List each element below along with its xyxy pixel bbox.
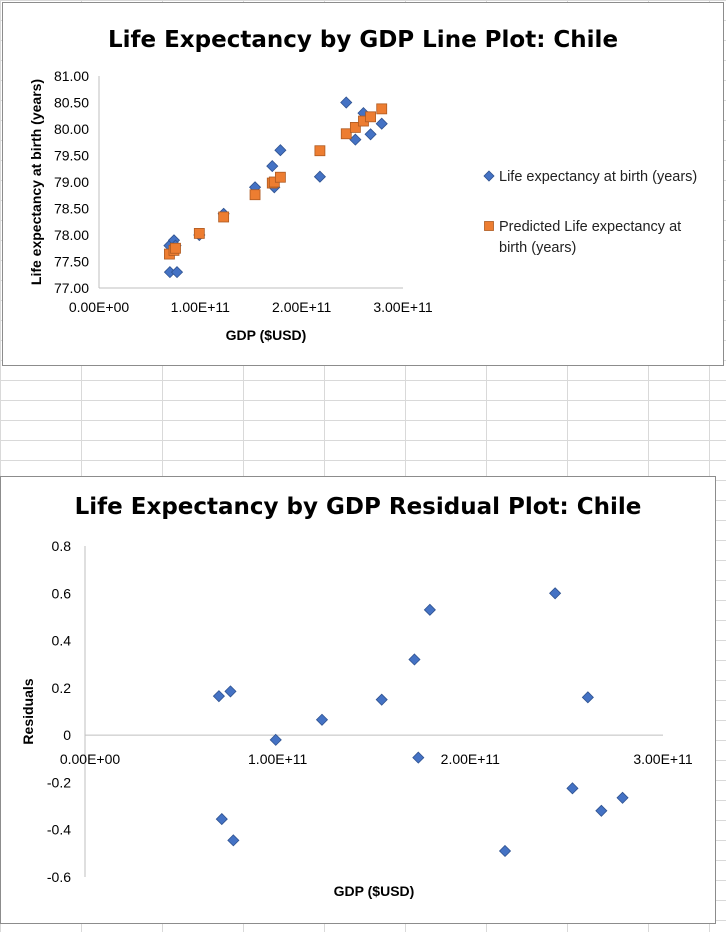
data-point-residual — [224, 685, 237, 698]
x-axis-label: GDP ($USD) — [334, 883, 415, 899]
data-point-residual — [566, 782, 579, 795]
data-point-residual — [498, 844, 512, 858]
x-tick-label: 3.00E+11 — [633, 751, 693, 767]
x-tick-label: 2.00E+11 — [441, 751, 501, 767]
data-point-actual — [170, 266, 184, 279]
data-point-residual — [212, 690, 225, 703]
y-tick-label: 0.4 — [52, 633, 72, 649]
square-marker-icon — [484, 221, 494, 231]
y-tick-label: 0.6 — [52, 585, 72, 601]
y-tick-label: 81.00 — [54, 68, 89, 84]
y-axis-label: Life expectancy at birth (years) — [28, 79, 44, 285]
y-axis-label: Residuals — [20, 678, 36, 744]
data-point-residual — [227, 834, 240, 847]
data-point-residual — [269, 733, 282, 746]
x-tick-label: 1.00E+11 — [248, 751, 308, 767]
data-point-predicted — [376, 103, 388, 115]
line-plot-chart[interactable]: Life Expectancy by GDP Line Plot: Chile … — [2, 2, 724, 366]
y-tick-label: 0.2 — [52, 680, 72, 696]
data-point-actual — [375, 117, 388, 130]
y-tick-label: 78.00 — [54, 227, 89, 243]
legend: Life expectancy at birth (years) Predict… — [483, 167, 719, 267]
data-point-actual — [313, 170, 326, 183]
data-point-predicted — [314, 145, 326, 157]
line-plot-area: 77.00 77.50 78.00 78.50 79.00 79.50 80.00 80.50… — [28, 68, 433, 343]
data-point-predicted — [170, 242, 181, 254]
data-point-residual — [408, 653, 421, 666]
data-point-residual — [215, 813, 228, 826]
data-point-residual — [423, 603, 436, 616]
x-tick-label: 2.00E+11 — [272, 299, 332, 315]
data-point-actual — [349, 133, 362, 146]
data-point-residual — [595, 804, 608, 817]
y-tick-label: 0 — [63, 727, 71, 743]
data-point-actual — [364, 128, 377, 141]
diamond-marker-icon — [483, 170, 495, 182]
y-tick-label: 77.50 — [54, 254, 89, 270]
y-tick-label: 79.00 — [54, 174, 89, 190]
data-point-actual — [266, 160, 279, 173]
x-axis-label: GDP ($USD) — [226, 327, 307, 343]
data-point-actual — [274, 144, 287, 157]
data-point-residual — [616, 791, 629, 804]
residual-plot-area: -0.6 -0.4 -0.2 0 0.2 0.4 0.6 0.8 0.00E+00 1.00E+1… — [20, 538, 693, 899]
x-tick-label: 1.00E+11 — [171, 299, 231, 315]
y-tick-label: 80.50 — [54, 95, 89, 111]
chart-title: Life Expectancy by GDP Line Plot: Chile — [107, 27, 619, 53]
y-tick-label: -0.6 — [47, 869, 71, 885]
data-point-residual — [581, 691, 594, 704]
x-tick-label: 3.00E+11 — [373, 299, 433, 315]
y-tick-label: -0.4 — [47, 822, 71, 838]
x-tick-label: 0.00E+00 — [69, 299, 130, 315]
data-point-predicted — [193, 228, 205, 239]
data-point-residual — [315, 713, 329, 726]
y-tick-label: 0.8 — [52, 538, 72, 554]
chart-title: Life Expectancy by GDP Residual Plot: Ch… — [74, 494, 642, 520]
data-point-predicted — [365, 111, 376, 123]
residual-plot-chart[interactable]: Life Expectancy by GDP Residual Plot: Ch… — [0, 476, 716, 924]
legend-label: Life expectancy at birth (years) — [499, 169, 698, 185]
data-point-residual — [375, 693, 388, 706]
data-point-predicted — [340, 128, 352, 140]
y-tick-label: -0.2 — [47, 774, 71, 790]
legend-label: Predicted Life expectancy at birth (year… — [499, 219, 682, 256]
data-point-predicted — [218, 211, 230, 223]
data-point-actual — [340, 96, 353, 109]
y-tick-label: 78.50 — [54, 201, 89, 217]
data-point-predicted — [349, 122, 361, 133]
y-tick-label: 80.00 — [54, 121, 89, 137]
y-tick-label: 79.50 — [54, 148, 89, 164]
data-point-predicted — [249, 189, 261, 201]
x-tick-label: 0.00E+00 — [60, 751, 121, 767]
data-point-residual — [549, 587, 562, 600]
y-tick-label: 77.00 — [54, 280, 89, 296]
data-point-residual — [412, 751, 425, 764]
data-point-predicted — [274, 171, 286, 183]
